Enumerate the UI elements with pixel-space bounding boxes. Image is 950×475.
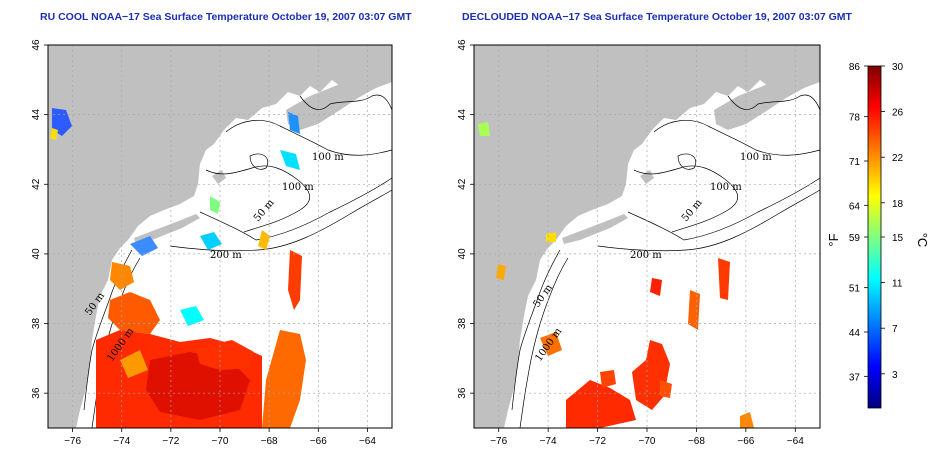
right-land-long-island [562,214,628,244]
colorbar-celsius-label: 26 [892,108,904,119]
right-y-tick-label: 40 [457,248,468,260]
right-y-tick-label: 42 [457,178,468,190]
colorbar-celsius-label: 22 [892,153,904,164]
right-sst-map: 100 m 100 m 50 m 200 m 50 m 1000 m −76 −7… [457,39,821,447]
colorbar-celsius-label: 15 [892,233,904,244]
left-x-tick-label: −74 [113,436,130,447]
right-x-tick-label: −74 [540,436,557,447]
right-x-tick-label: −68 [688,436,705,447]
right-y-tick-label: 36 [457,387,468,399]
right-y-tick-label: 38 [457,318,468,330]
contour-label-200m: 200 m [630,250,662,261]
left-graticule [48,45,392,428]
contour-label-100m-a: 100 m [740,152,772,163]
left-land-mainland [48,45,392,428]
temperature-colorbar: 30 26 22 18 15 11 7 3 86 78 71 64 59 51 44 37 °F °C [826,62,930,409]
colorbar-celsius-label: 30 [892,62,904,73]
right-bathymetry-contours [511,94,821,429]
colorbar-ticks: 30 26 22 18 15 11 7 3 86 78 71 64 59 51 44 37 [849,62,904,383]
left-y-tick-label: 44 [31,109,42,121]
left-x-tick-label: −70 [212,436,229,447]
left-x-tick-label: −64 [359,436,376,447]
right-land-nova-scotia [714,64,820,130]
right-x-tick-label: −66 [737,436,754,447]
colorbar-fahrenheit-label: 86 [849,62,861,73]
left-x-tick-label: −72 [162,436,179,447]
left-y-tick-label: 46 [31,39,42,51]
colorbar-fahrenheit-label: 44 [849,328,861,339]
colorbar-celsius-label: 11 [892,279,903,290]
contour-label-100m-b: 100 m [710,182,742,193]
contour-label-100m-b: 100 m [282,182,314,193]
left-x-tick-label: −76 [64,436,81,447]
colorbar-gradient [867,65,882,409]
left-land-nova-scotia [286,64,392,130]
right-land-mainland [474,45,820,428]
right-x-tick-label: −72 [589,436,606,447]
left-y-tick-label: 36 [31,387,42,399]
left-y-tick-label: 42 [31,178,42,190]
left-axis-ticks: −76 −74 −72 −70 −68 −66 −64 36 38 40 42 44 46 [31,39,376,447]
right-y-tick-label: 44 [457,109,468,121]
colorbar-celsius-label: 3 [892,370,898,381]
colorbar-unit-fahrenheit: °F [826,233,841,246]
colorbar-fahrenheit-label: 59 [849,233,861,244]
colorbar-fahrenheit-label: 78 [849,113,861,124]
right-x-tick-label: −70 [639,436,656,447]
right-sst-imagery [478,122,754,428]
left-sst-map: 100 m 100 m 50 m 200 m 50 m 1000 m −76 −7… [31,39,393,447]
contour-label-200m: 200 m [210,250,242,261]
left-map-title: RU COOL NOAA−17 Sea Surface Temperature … [40,11,412,23]
right-y-tick-label: 46 [457,39,468,51]
colorbar-unit-celsius: °C [915,233,930,248]
left-y-tick-label: 38 [31,318,42,330]
colorbar-fahrenheit-label: 37 [849,372,861,383]
left-sst-imagery [50,108,306,428]
right-x-tick-label: −76 [490,436,507,447]
left-y-tick-label: 40 [31,248,42,260]
colorbar-fahrenheit-label: 51 [849,284,861,295]
colorbar-fahrenheit-label: 71 [849,157,861,168]
contour-label-100m-a: 100 m [312,152,344,163]
left-x-tick-label: −68 [261,436,278,447]
colorbar-celsius-label: 7 [892,324,898,335]
left-x-tick-label: −66 [310,436,327,447]
colorbar-celsius-label: 18 [892,199,904,210]
left-land-cape-cod [212,170,226,184]
left-land-long-island [134,214,200,244]
right-axis-ticks: −76 −74 −72 −70 −68 −66 −64 36 38 40 42 44 46 [457,39,804,447]
colorbar-fahrenheit-label: 64 [849,201,861,212]
right-graticule [474,45,820,428]
right-map-title: DECLOUDED NOAA−17 Sea Surface Temperatur… [462,11,852,23]
right-x-tick-label: −64 [787,436,804,447]
